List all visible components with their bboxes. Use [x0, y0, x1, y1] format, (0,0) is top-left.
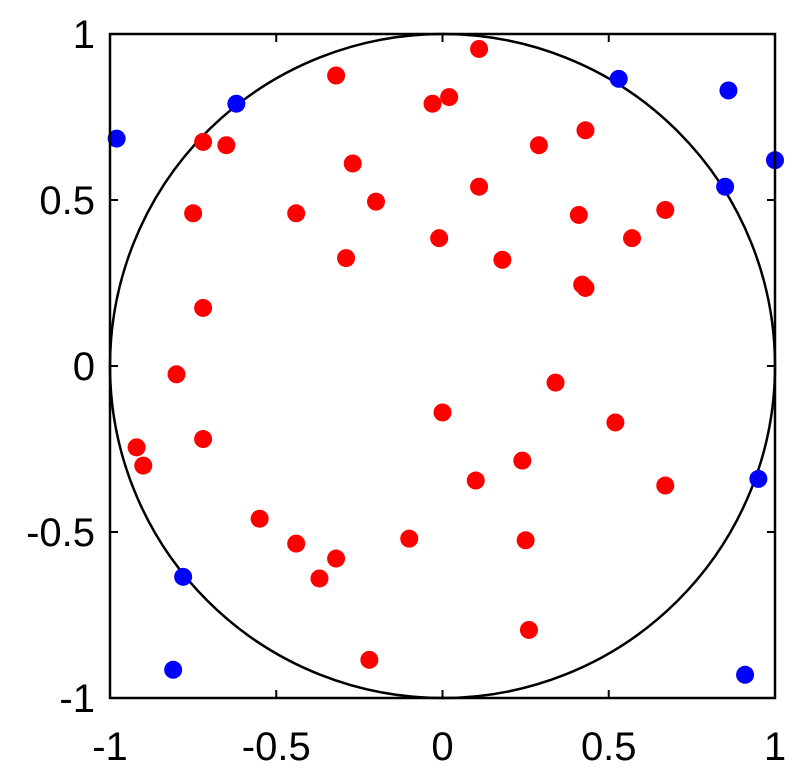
- points-layer: [107, 39, 784, 684]
- inside-point: [337, 249, 356, 268]
- inside-point: [184, 204, 203, 223]
- inside-point: [576, 121, 595, 140]
- inside-point: [287, 534, 306, 553]
- x-tick-label: 0: [431, 725, 453, 769]
- inside-point: [250, 509, 269, 528]
- inside-point: [569, 205, 588, 224]
- tick-labels: -1 -0.5 0 0.5 1 1 0.5 0 -0.5 -1: [26, 13, 786, 769]
- inside-point: [400, 529, 419, 548]
- y-tick-label: 1: [73, 13, 95, 57]
- unit-circle-layer: [108, 32, 777, 700]
- inside-point: [513, 451, 532, 470]
- inside-point: [493, 250, 512, 269]
- inside-point: [327, 66, 346, 85]
- inside-point: [134, 456, 153, 475]
- inside-point: [470, 177, 489, 196]
- inside-point: [194, 132, 213, 151]
- y-tick-label: 0.5: [39, 179, 95, 223]
- inside-point: [470, 39, 489, 58]
- outside-point: [749, 469, 768, 488]
- inside-point: [167, 365, 186, 384]
- inside-point: [606, 413, 625, 432]
- y-tick-label: 0: [73, 345, 95, 389]
- inside-point: [433, 403, 452, 422]
- inside-point: [546, 373, 565, 392]
- outside-point: [736, 665, 755, 684]
- inside-point: [623, 229, 642, 248]
- inside-point: [466, 471, 485, 490]
- unit-circle: [108, 32, 777, 700]
- outside-point: [609, 69, 628, 88]
- y-tick-label: -0.5: [26, 511, 95, 555]
- inside-point: [127, 438, 146, 457]
- inside-point: [430, 229, 449, 248]
- inside-point: [576, 278, 595, 297]
- outside-point: [716, 177, 735, 196]
- x-tick-label: 0.5: [581, 725, 637, 769]
- inside-point: [343, 154, 362, 173]
- inside-point: [287, 204, 306, 223]
- outside-point: [227, 94, 246, 113]
- x-tick-label: -0.5: [242, 725, 311, 769]
- axis-ticks: [109, 33, 776, 699]
- outside-point: [719, 81, 738, 100]
- y-tick-label: -1: [59, 677, 95, 721]
- inside-point: [327, 549, 346, 568]
- inside-point: [440, 88, 459, 107]
- inside-point: [194, 430, 213, 449]
- inside-point: [519, 620, 538, 639]
- outside-point: [164, 660, 183, 679]
- inside-point: [194, 298, 213, 317]
- inside-point: [656, 476, 675, 495]
- inside-point: [656, 200, 675, 219]
- inside-point: [310, 569, 329, 588]
- x-tick-label: -1: [92, 725, 128, 769]
- plot-frame-layer: [108, 32, 777, 700]
- outside-point: [174, 567, 193, 586]
- inside-point: [516, 531, 535, 550]
- inside-point: [360, 650, 379, 669]
- inside-point: [217, 136, 236, 155]
- x-tick-label: 1: [764, 725, 786, 769]
- inside-point: [529, 136, 548, 155]
- inside-point: [367, 192, 385, 211]
- plot-frame: [108, 32, 777, 700]
- inside-point: [423, 94, 442, 113]
- outside-point: [107, 129, 126, 148]
